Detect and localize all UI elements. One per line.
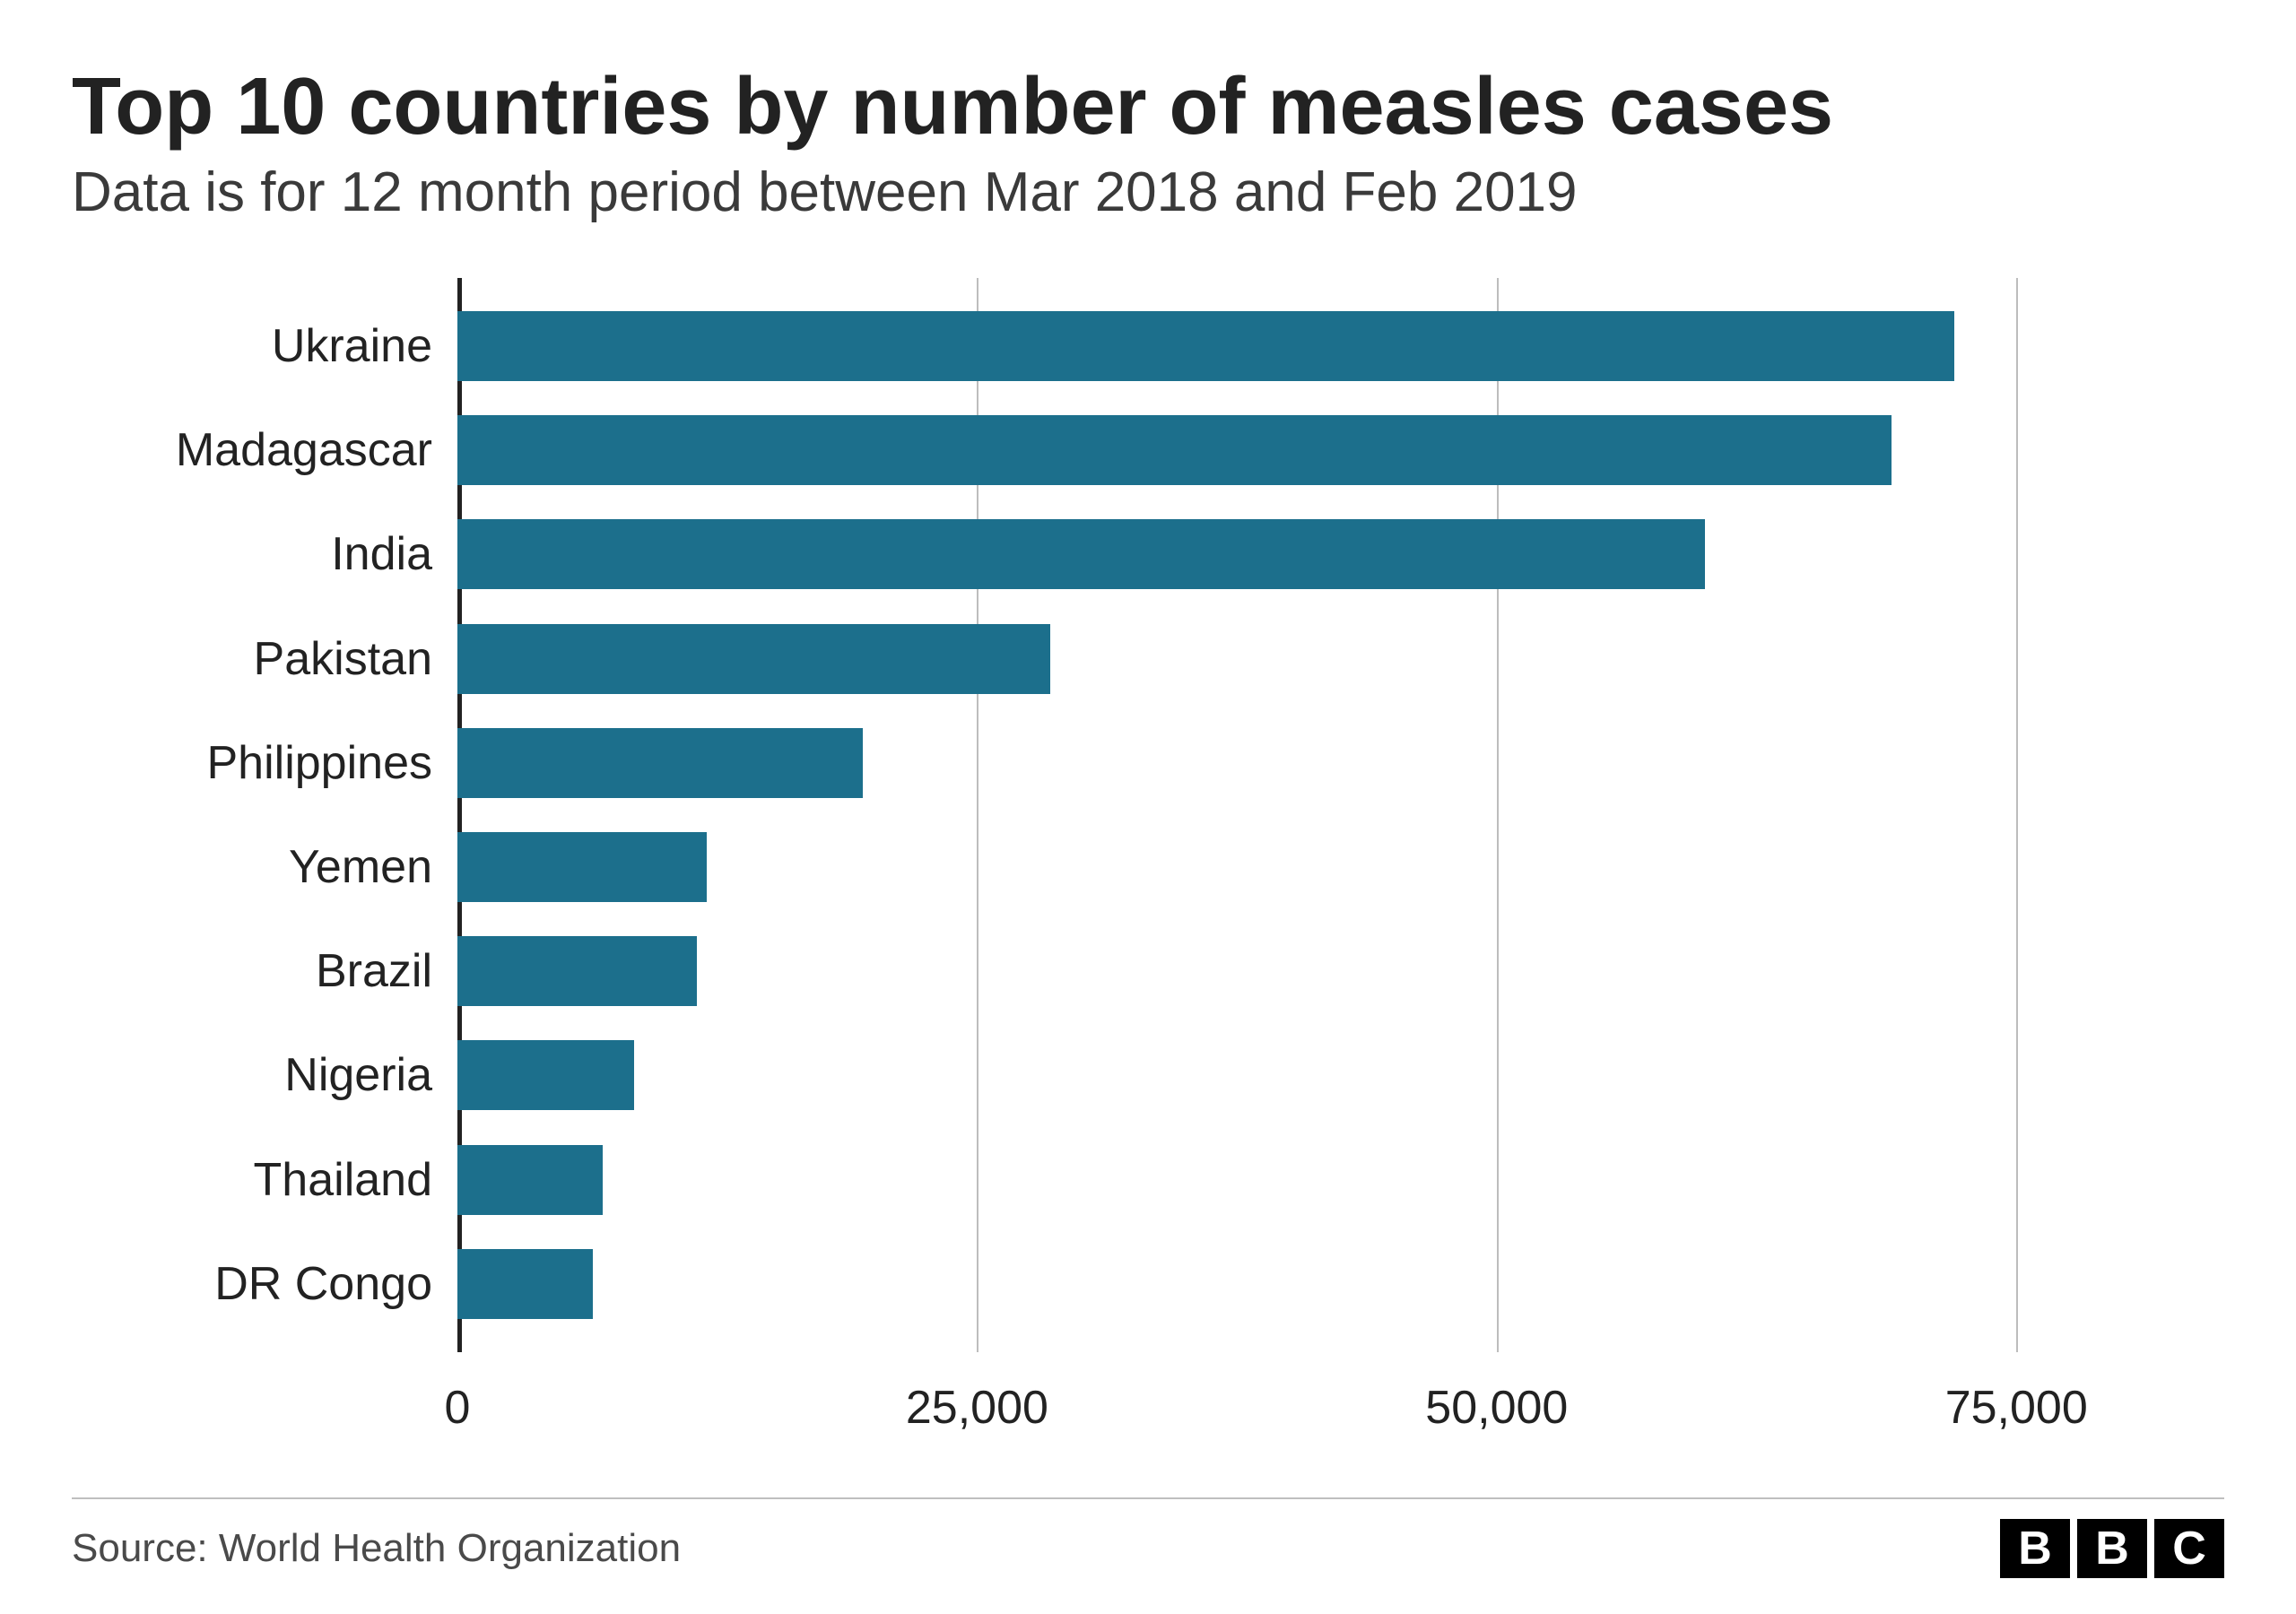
y-label: Madagascar: [72, 427, 457, 473]
footer: Source: World Health Organization BBC: [72, 1497, 2224, 1578]
source-text: Source: World Health Organization: [72, 1526, 681, 1571]
x-tick-label: 75,000: [1945, 1381, 2088, 1435]
y-label: DR Congo: [72, 1261, 457, 1307]
x-tick-label: 0: [445, 1381, 471, 1435]
y-label: Thailand: [72, 1157, 457, 1203]
x-axis: 0 25,000 50,000 75,000: [72, 1381, 2224, 1453]
bbc-logo-letter: B: [2000, 1519, 2070, 1578]
bar: [457, 1040, 634, 1110]
y-label: Brazil: [72, 948, 457, 994]
bbc-logo-letter: B: [2077, 1519, 2147, 1578]
y-axis-labels: Ukraine Madagascar India Pakistan Philippine…: [72, 278, 457, 1352]
bar: [457, 728, 863, 798]
bar: [457, 415, 1892, 485]
bar: [457, 624, 1050, 694]
x-tick-labels: 025,00050,00075,000: [457, 1381, 2224, 1453]
y-label: Yemen: [72, 844, 457, 890]
y-label: Ukraine: [72, 323, 457, 369]
plot-area: Ukraine Madagascar India Pakistan Philippine…: [72, 278, 2224, 1352]
bar: [457, 936, 697, 1006]
y-label: Pakistan: [72, 636, 457, 682]
x-tick-label: 50,000: [1425, 1381, 1568, 1435]
y-label: Philippines: [72, 740, 457, 786]
bbc-logo: BBC: [2000, 1519, 2224, 1578]
bbc-logo-letter: C: [2154, 1519, 2224, 1578]
bars-region: [457, 278, 2224, 1352]
chart-subtitle: Data is for 12 month period between Mar …: [72, 161, 2224, 224]
bar: [457, 519, 1705, 589]
bar: [457, 1145, 603, 1215]
bar: [457, 1249, 593, 1319]
bar: [457, 311, 1954, 381]
chart-body: Ukraine Madagascar India Pakistan Philippine…: [72, 278, 2224, 1453]
y-label: India: [72, 531, 457, 577]
y-label: Nigeria: [72, 1052, 457, 1098]
chart-container: Top 10 countries by number of measles ca…: [0, 0, 2296, 1614]
chart-title: Top 10 countries by number of measles ca…: [72, 63, 2224, 152]
bar: [457, 832, 707, 902]
bars: [457, 278, 2224, 1352]
x-tick-label: 25,000: [906, 1381, 1048, 1435]
